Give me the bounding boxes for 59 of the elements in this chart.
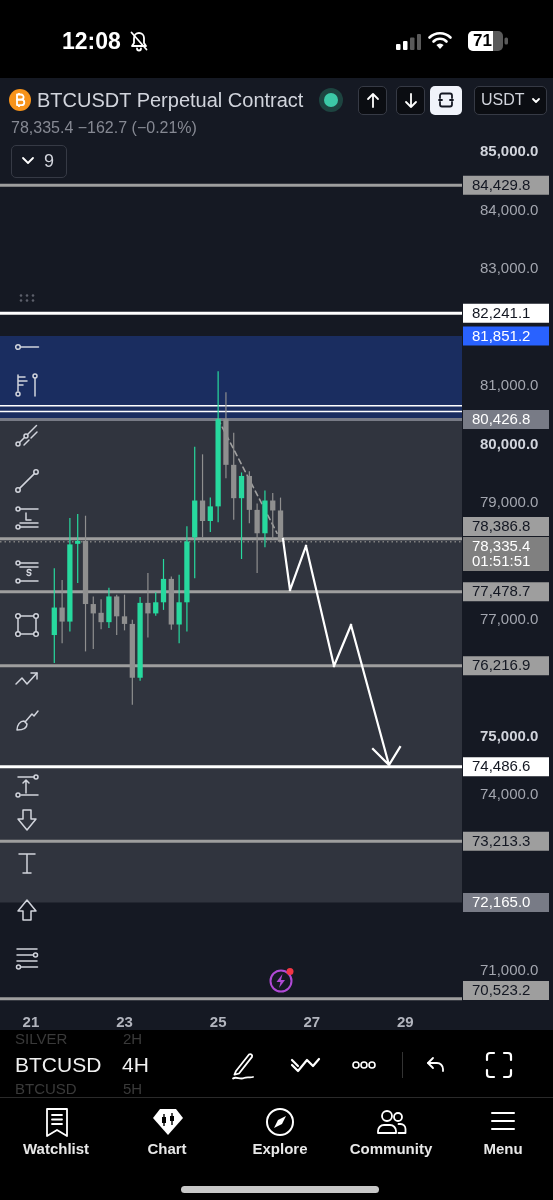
candlestick — [207, 497, 213, 533]
text: 2H — [123, 1030, 143, 1047]
x-tick-label: 29 — [397, 1013, 414, 1031]
ref-line-label: 70,523.2 — [472, 981, 531, 999]
text: 71 — [469, 31, 496, 51]
text: 78,335.4 −162.7 (−0.21%) — [11, 118, 197, 138]
candlestick — [160, 558, 167, 611]
y-tick-label: 84,000.0 — [480, 200, 539, 218]
candlestick — [114, 594, 120, 636]
ref-line-label: 78,386.8 — [472, 517, 531, 535]
text: 5H — [123, 1080, 143, 1097]
y-tick-label: 75,000.0 — [480, 726, 539, 744]
candlestick — [59, 579, 65, 644]
ref-line-label: 84,429.8 — [472, 175, 531, 193]
text: Chart — [146, 1140, 188, 1158]
candlestick — [90, 595, 96, 650]
candlestick — [176, 574, 182, 644]
text: Menu — [482, 1140, 524, 1158]
y-tick-label: 85,000.0 — [480, 142, 539, 160]
y-tick-label: 81,000.0 — [480, 376, 539, 394]
x-tick-label: 27 — [303, 1013, 321, 1031]
ref-line-label: 80,426.8 — [472, 410, 531, 428]
ref-line-label: 76,216.9 — [472, 656, 531, 674]
annotation: 9 — [44, 150, 55, 172]
text: Watchlist — [21, 1140, 91, 1158]
ref-line-label: 77,478.7 — [472, 582, 531, 600]
text: 4H — [122, 1053, 149, 1077]
band-label: 81,851.2 — [472, 326, 531, 344]
text: Community — [348, 1140, 434, 1158]
y-tick-label: 79,000.0 — [480, 493, 539, 510]
x-tick-label: 21 — [22, 1013, 40, 1031]
candlestick — [75, 513, 81, 584]
text: BTCUSDT Perpetual Contract — [37, 88, 304, 112]
ref-line-label: 74,486.6 — [472, 757, 531, 775]
candlestick — [238, 471, 245, 560]
text: 01:51:51 — [472, 552, 531, 570]
y-tick-label: 74,000.0 — [480, 785, 539, 803]
y-tick-label: 71,000.0 — [480, 960, 539, 978]
text: BTCUSD — [15, 1053, 102, 1077]
ref-line-label: 82,241.1 — [472, 303, 531, 321]
candlestick — [199, 453, 206, 538]
candlestick — [121, 594, 128, 631]
band-label: 72,165.0 — [472, 893, 531, 911]
y-tick-label: 77,000.0 — [480, 609, 539, 627]
x-tick-label: 25 — [209, 1013, 227, 1031]
text: USDT — [481, 90, 525, 110]
candlestick — [98, 598, 104, 630]
text: SILVER — [15, 1030, 68, 1047]
text: BTCUSD — [15, 1080, 77, 1097]
candlestick — [254, 502, 260, 574]
text: 12:08 — [62, 27, 121, 55]
y-tick-label: 80,000.0 — [480, 434, 539, 452]
ref-line-label: 73,213.3 — [472, 831, 531, 849]
x-tick-label: 23 — [116, 1013, 133, 1031]
text: Explore — [251, 1140, 309, 1158]
y-tick-label: 83,000.0 — [480, 259, 539, 277]
candlestick — [145, 572, 151, 638]
ref-line-label: 78,335.4 — [472, 537, 531, 555]
candlestick — [153, 591, 159, 617]
